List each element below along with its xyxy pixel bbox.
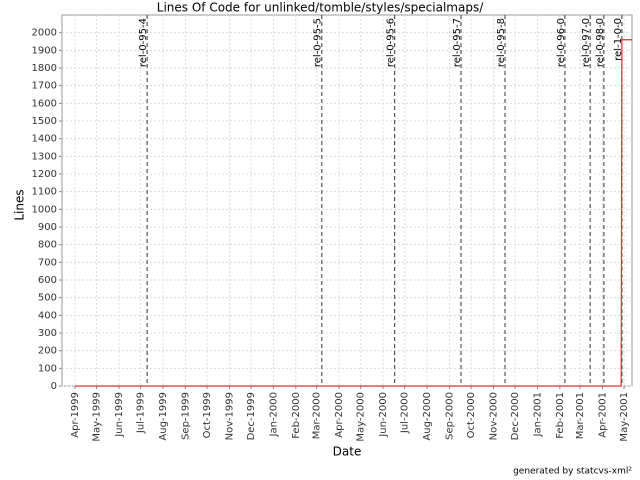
x-tick-label: Jan-2000 (268, 392, 279, 437)
x-tick-label: Jul-2000 (400, 392, 411, 434)
y-tick-label: 1300 (32, 151, 57, 162)
x-tick-label: Dec-2000 (510, 392, 521, 440)
release-label: rel-1-0-0 (613, 18, 624, 61)
x-tick-label: Apr-2001 (597, 392, 608, 438)
data-line (74, 39, 632, 387)
x-tick-label: Apr-1999 (70, 392, 81, 438)
y-tick-label: 100 (38, 363, 57, 374)
x-tick-label: Feb-2001 (555, 392, 566, 439)
x-tick-label: Jan-2001 (532, 392, 543, 437)
chart-title: Lines Of Code for unlinked/tomble/styles… (157, 1, 484, 15)
footer: generated by statcvs-xml² (513, 467, 632, 477)
release-label: rel-0-98-0 (595, 18, 606, 67)
x-tick-label: Mar-2001 (575, 392, 586, 439)
x-tick-label: Oct-1999 (202, 392, 213, 438)
x-tick-label: Nov-2000 (488, 392, 499, 440)
x-tick-label: Dec-1999 (246, 392, 257, 440)
x-tick-label: Jun-1999 (114, 392, 125, 438)
x-tick-label: Sep-2000 (444, 392, 455, 440)
y-tick-label: 400 (38, 310, 57, 321)
y-tick-label: 900 (38, 222, 57, 233)
y-tick-label: 1500 (32, 116, 57, 127)
y-tick-label: 1100 (32, 187, 57, 198)
y-tick-label: 1400 (32, 134, 57, 145)
y-tick-label: 1800 (32, 63, 57, 74)
y-tick-label: 200 (38, 346, 57, 357)
x-tick-label: Jul-1999 (136, 392, 147, 434)
x-axis-label: Date (333, 445, 362, 459)
y-tick-label: 500 (38, 293, 57, 304)
x-tick-label: Aug-1999 (158, 392, 169, 441)
x-tick-label: Apr-2000 (334, 392, 345, 438)
x-tick-label: May-2001 (619, 392, 630, 442)
x-tick-label: May-2000 (356, 392, 367, 442)
x-tick-label: Jun-2000 (378, 392, 389, 438)
x-tick-label: Oct-2000 (466, 392, 477, 438)
x-tick-label: Nov-1999 (224, 392, 235, 440)
x-tick-label: Sep-1999 (180, 392, 191, 440)
y-tick-label: 1900 (32, 45, 57, 56)
release-label: rel-0-95-5 (313, 18, 324, 67)
release-label: rel-0-95-7 (452, 18, 463, 67)
release-label: rel-0-95-4 (138, 18, 149, 67)
y-tick-label: 1600 (32, 98, 57, 109)
y-tick-label: 0 (51, 381, 57, 392)
y-tick-label: 1700 (32, 81, 57, 92)
release-label: rel-0-96-0 (556, 18, 567, 67)
release-label: rel-0-95-6 (386, 18, 397, 67)
y-tick-label: 1200 (32, 169, 57, 180)
y-tick-label: 2000 (32, 28, 57, 39)
y-tick-label: 300 (38, 328, 57, 339)
y-tick-label: 600 (38, 275, 57, 286)
release-label: rel-0-97-0 (581, 18, 592, 67)
x-tick-label: Aug-2000 (422, 392, 433, 441)
y-tick-label: 1000 (32, 204, 57, 215)
x-tick-label: Feb-2000 (291, 392, 302, 439)
x-tick-label: Mar-2000 (312, 392, 323, 439)
y-axis-label: Lines (13, 189, 27, 220)
y-tick-label: 700 (38, 257, 57, 268)
y-tick-label: 800 (38, 240, 57, 251)
x-tick-label: May-1999 (92, 392, 103, 442)
release-label: rel-0-95-8 (496, 18, 507, 67)
